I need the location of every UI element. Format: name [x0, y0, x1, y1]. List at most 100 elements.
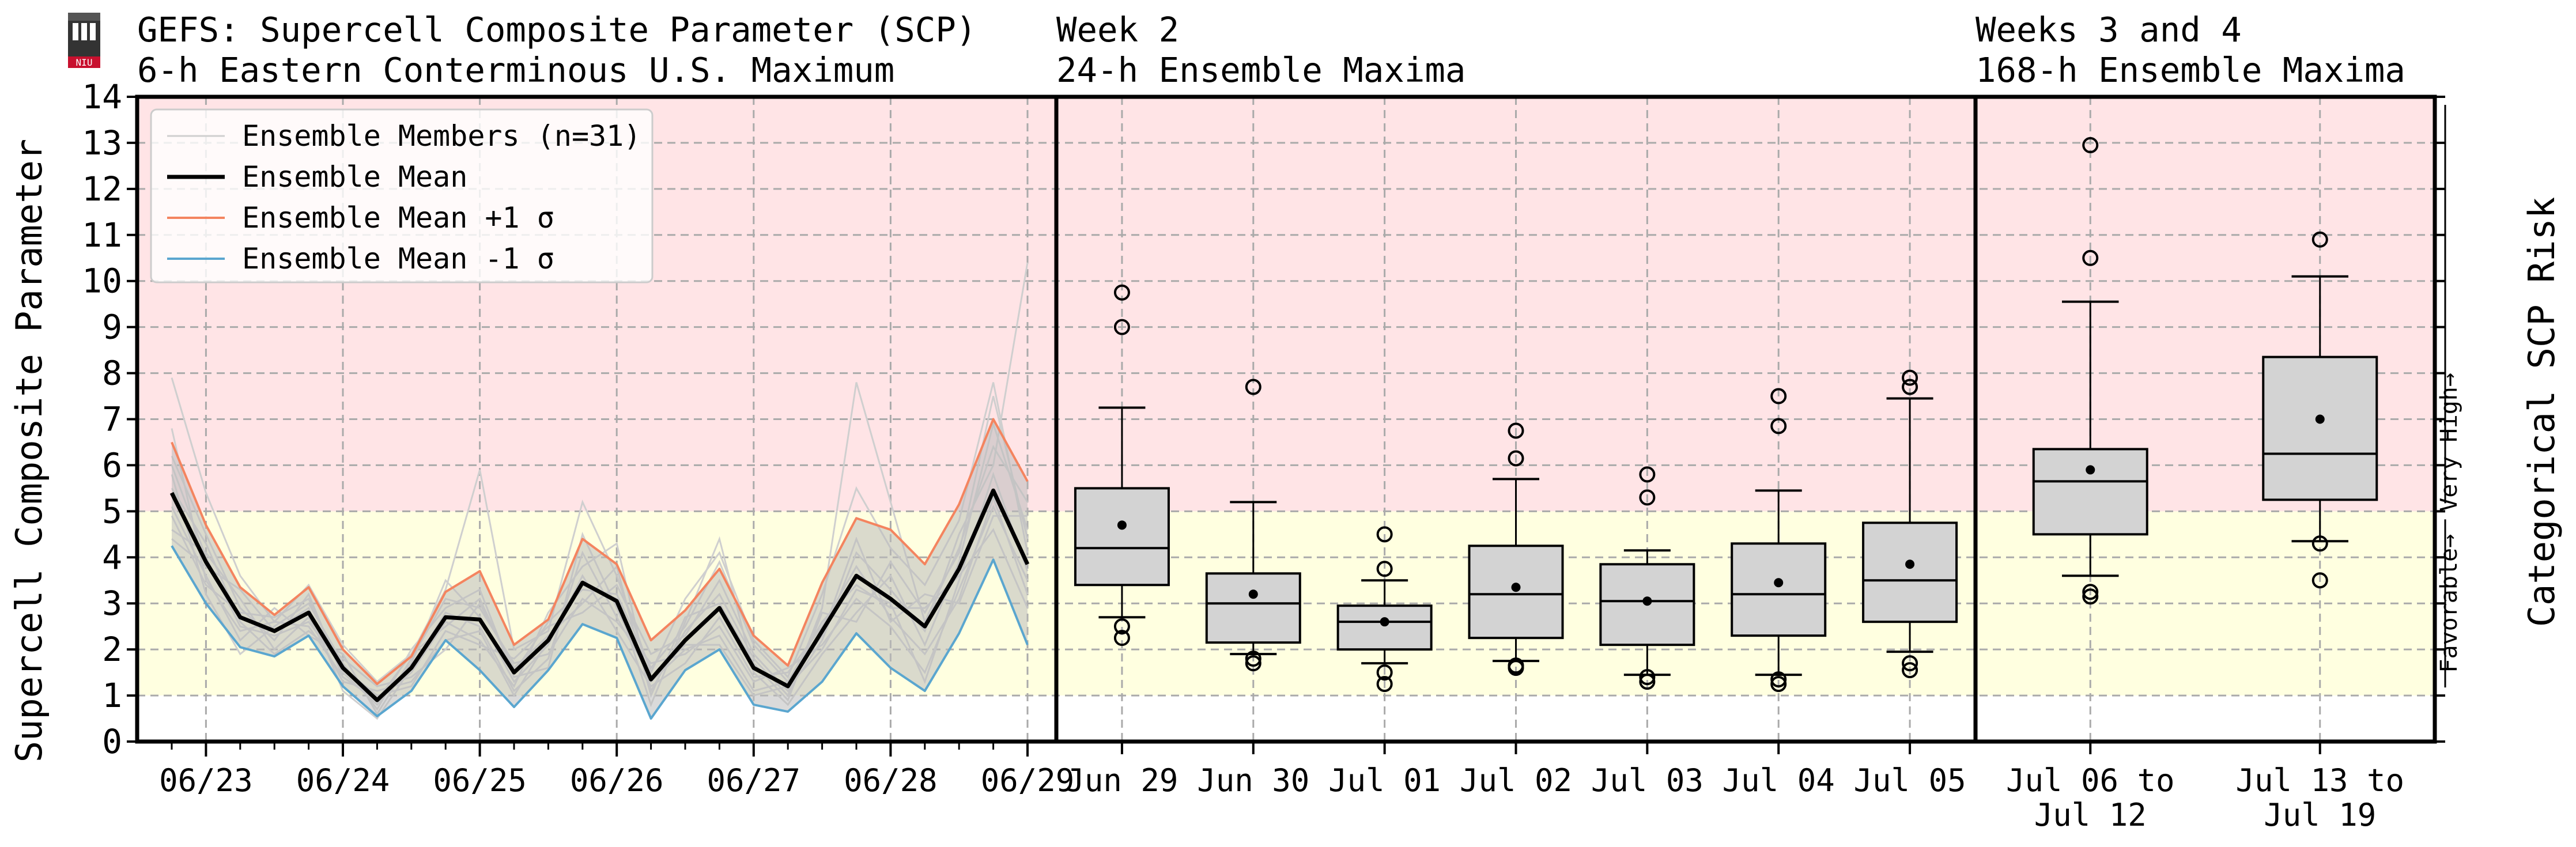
outlier-point: [1508, 422, 1524, 439]
outlier-point: [1113, 618, 1130, 635]
title-mid-1: Week 2: [1056, 10, 1179, 50]
outlier-point: [1508, 450, 1524, 467]
weeks34-tick-label: Jul 12: [2034, 797, 2147, 833]
box-mean-dot: [2086, 465, 2095, 475]
outlier-point: [2082, 588, 2099, 605]
outlier-point: [1639, 669, 1656, 686]
legend-box: [150, 108, 654, 283]
legend: Ensemble Members (n=31) Ensemble Mean Ense…: [150, 108, 654, 283]
outlier-point: [1245, 651, 1261, 667]
outlier-point: [2311, 231, 2328, 248]
box-mean-dot: [1774, 578, 1784, 588]
y-tick-label: 10: [82, 262, 122, 301]
week2-box: [1468, 422, 1564, 676]
box-mean-dot: [2315, 414, 2325, 424]
x-tick-label: 06/25: [433, 762, 527, 799]
box-mean-dot: [1905, 559, 1915, 569]
outlier-point: [1902, 662, 1918, 679]
niu-logo: NIU: [68, 13, 100, 68]
outlier-point: [1902, 369, 1918, 386]
box-plots: [1074, 137, 2378, 693]
y-tick-label: 1: [102, 676, 122, 715]
weeks34-tick-label: Jul 06 to: [2006, 762, 2175, 799]
x-tick-label: 06/28: [844, 762, 938, 799]
outlier-point: [1376, 561, 1393, 577]
outlier-point: [1639, 466, 1656, 483]
outlier-point: [1113, 630, 1130, 646]
box-mean-dot: [1642, 596, 1652, 606]
y-tick-label: 13: [82, 123, 122, 162]
box-iqr: [2032, 448, 2148, 536]
outlier-point: [1113, 319, 1130, 335]
week2-tick-label: Jun 30: [1197, 762, 1309, 799]
box-iqr: [1731, 542, 1827, 637]
x-tick-label: 06/24: [296, 762, 390, 799]
y-tick-label: 12: [82, 169, 122, 209]
x-tick-label: 06/29: [981, 762, 1075, 799]
x-tick-label: 06/27: [707, 762, 801, 799]
y-tick-label: 9: [102, 308, 122, 347]
risk-label: Favorable→: [2436, 534, 2462, 673]
mean-plus-sigma-line: [171, 418, 1029, 686]
y-axis-label: Supercell Composite Parameter: [8, 139, 50, 763]
box-mean-dot: [1380, 617, 1389, 627]
x-tick-label: 06/23: [159, 762, 253, 799]
box-iqr: [1336, 604, 1433, 651]
week2-tick-label: Jul 04: [1723, 762, 1835, 799]
y-tick-label: 5: [102, 491, 122, 531]
title-mid-2: 24-h Ensemble Maxima: [1056, 50, 1465, 90]
week2-tick-label: Jul 05: [1854, 762, 1966, 799]
risk-label: Very High→: [2436, 373, 2462, 512]
outlier-point: [1245, 655, 1261, 672]
box-iqr: [1205, 572, 1301, 644]
week2-box: [1205, 379, 1301, 672]
outlier-point: [1245, 379, 1261, 395]
box-iqr: [1862, 521, 1958, 623]
y-tick-label: 3: [102, 584, 122, 623]
outlier-point: [1376, 526, 1393, 543]
legend-label: Ensemble Members (n=31): [242, 119, 641, 153]
y-tick-label: 4: [102, 538, 122, 577]
outlier-point: [2311, 572, 2328, 589]
y-tick-label: 8: [102, 354, 122, 393]
weeks34-box: [2262, 231, 2378, 589]
outlier-point: [1376, 664, 1393, 681]
week2-box: [1336, 526, 1433, 693]
title-right-1: Weeks 3 and 4: [1976, 10, 2242, 50]
y-axis-label-right: Categorical SCP Risk: [2521, 197, 2563, 627]
outlier-point: [2082, 137, 2099, 153]
outlier-point: [1508, 657, 1524, 674]
y-tick-label: 11: [82, 215, 122, 255]
week2-box: [1862, 369, 1958, 679]
week2-tick-label: Jul 03: [1591, 762, 1704, 799]
outlier-point: [1113, 284, 1130, 301]
outlier-point: [1770, 388, 1787, 404]
outlier-point: [1770, 418, 1787, 434]
outlier-point: [2311, 535, 2328, 552]
box-iqr: [2262, 356, 2378, 501]
box-mean-dot: [1248, 589, 1258, 599]
logo-text: NIU: [76, 57, 93, 68]
x-tick-label: 06/26: [570, 762, 664, 799]
outlier-point: [1639, 674, 1656, 690]
weeks34-tick-label: Jul 19: [2264, 797, 2376, 833]
y-tick-label: 6: [102, 445, 122, 485]
y-tick-label: 7: [102, 400, 122, 439]
outlier-point: [1902, 379, 1918, 395]
week2-box: [1731, 388, 1827, 693]
title-left-2: 6-h Eastern Conterminous U.S. Maximum: [137, 50, 894, 90]
timeseries-lines: [169, 418, 1030, 720]
box-iqr: [1074, 487, 1170, 587]
week2-tick-label: Jul 01: [1328, 762, 1441, 799]
week2-box: [1074, 284, 1170, 646]
weeks34-box: [2032, 137, 2148, 605]
outlier-point: [1639, 489, 1656, 506]
box-mean-dot: [1511, 583, 1521, 592]
outlier-point: [1902, 655, 1918, 672]
y-tick-label: 14: [82, 77, 122, 116]
outlier-point: [2082, 584, 2099, 600]
weeks34-tick-label: Jul 13 to: [2235, 762, 2404, 799]
week2-tick-label: Jul 02: [1460, 762, 1572, 799]
